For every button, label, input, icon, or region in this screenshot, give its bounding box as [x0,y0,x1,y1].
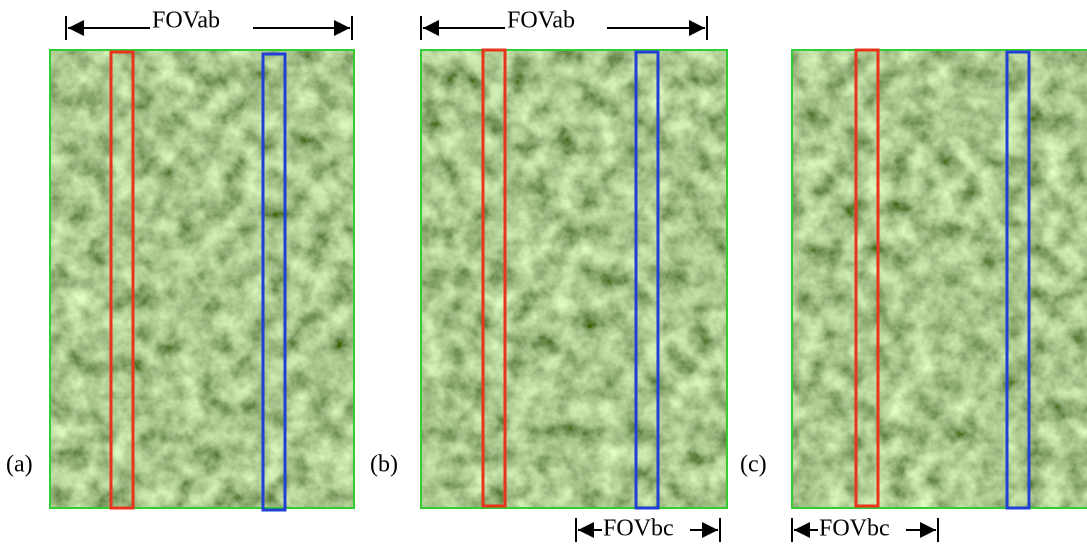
panel-b: (b) [370,50,727,508]
panel-a: (a) [6,50,354,510]
canopy-texture [421,50,727,508]
dimension-label: FOVab [152,8,220,34]
panel-label: (a) [6,452,33,478]
figure: (a) (b) (c) FOVab FOVab FOV [0,0,1087,550]
panel-c: (c) [740,50,1087,508]
dimension-label: FOVbc [819,516,890,542]
panel-label: (b) [370,452,398,478]
panel-label: (c) [740,452,767,478]
canopy-texture [792,50,1087,508]
canopy-texture [50,50,354,508]
dimension-label: FOVbc [603,516,674,542]
dimension-label: FOVab [507,8,575,34]
